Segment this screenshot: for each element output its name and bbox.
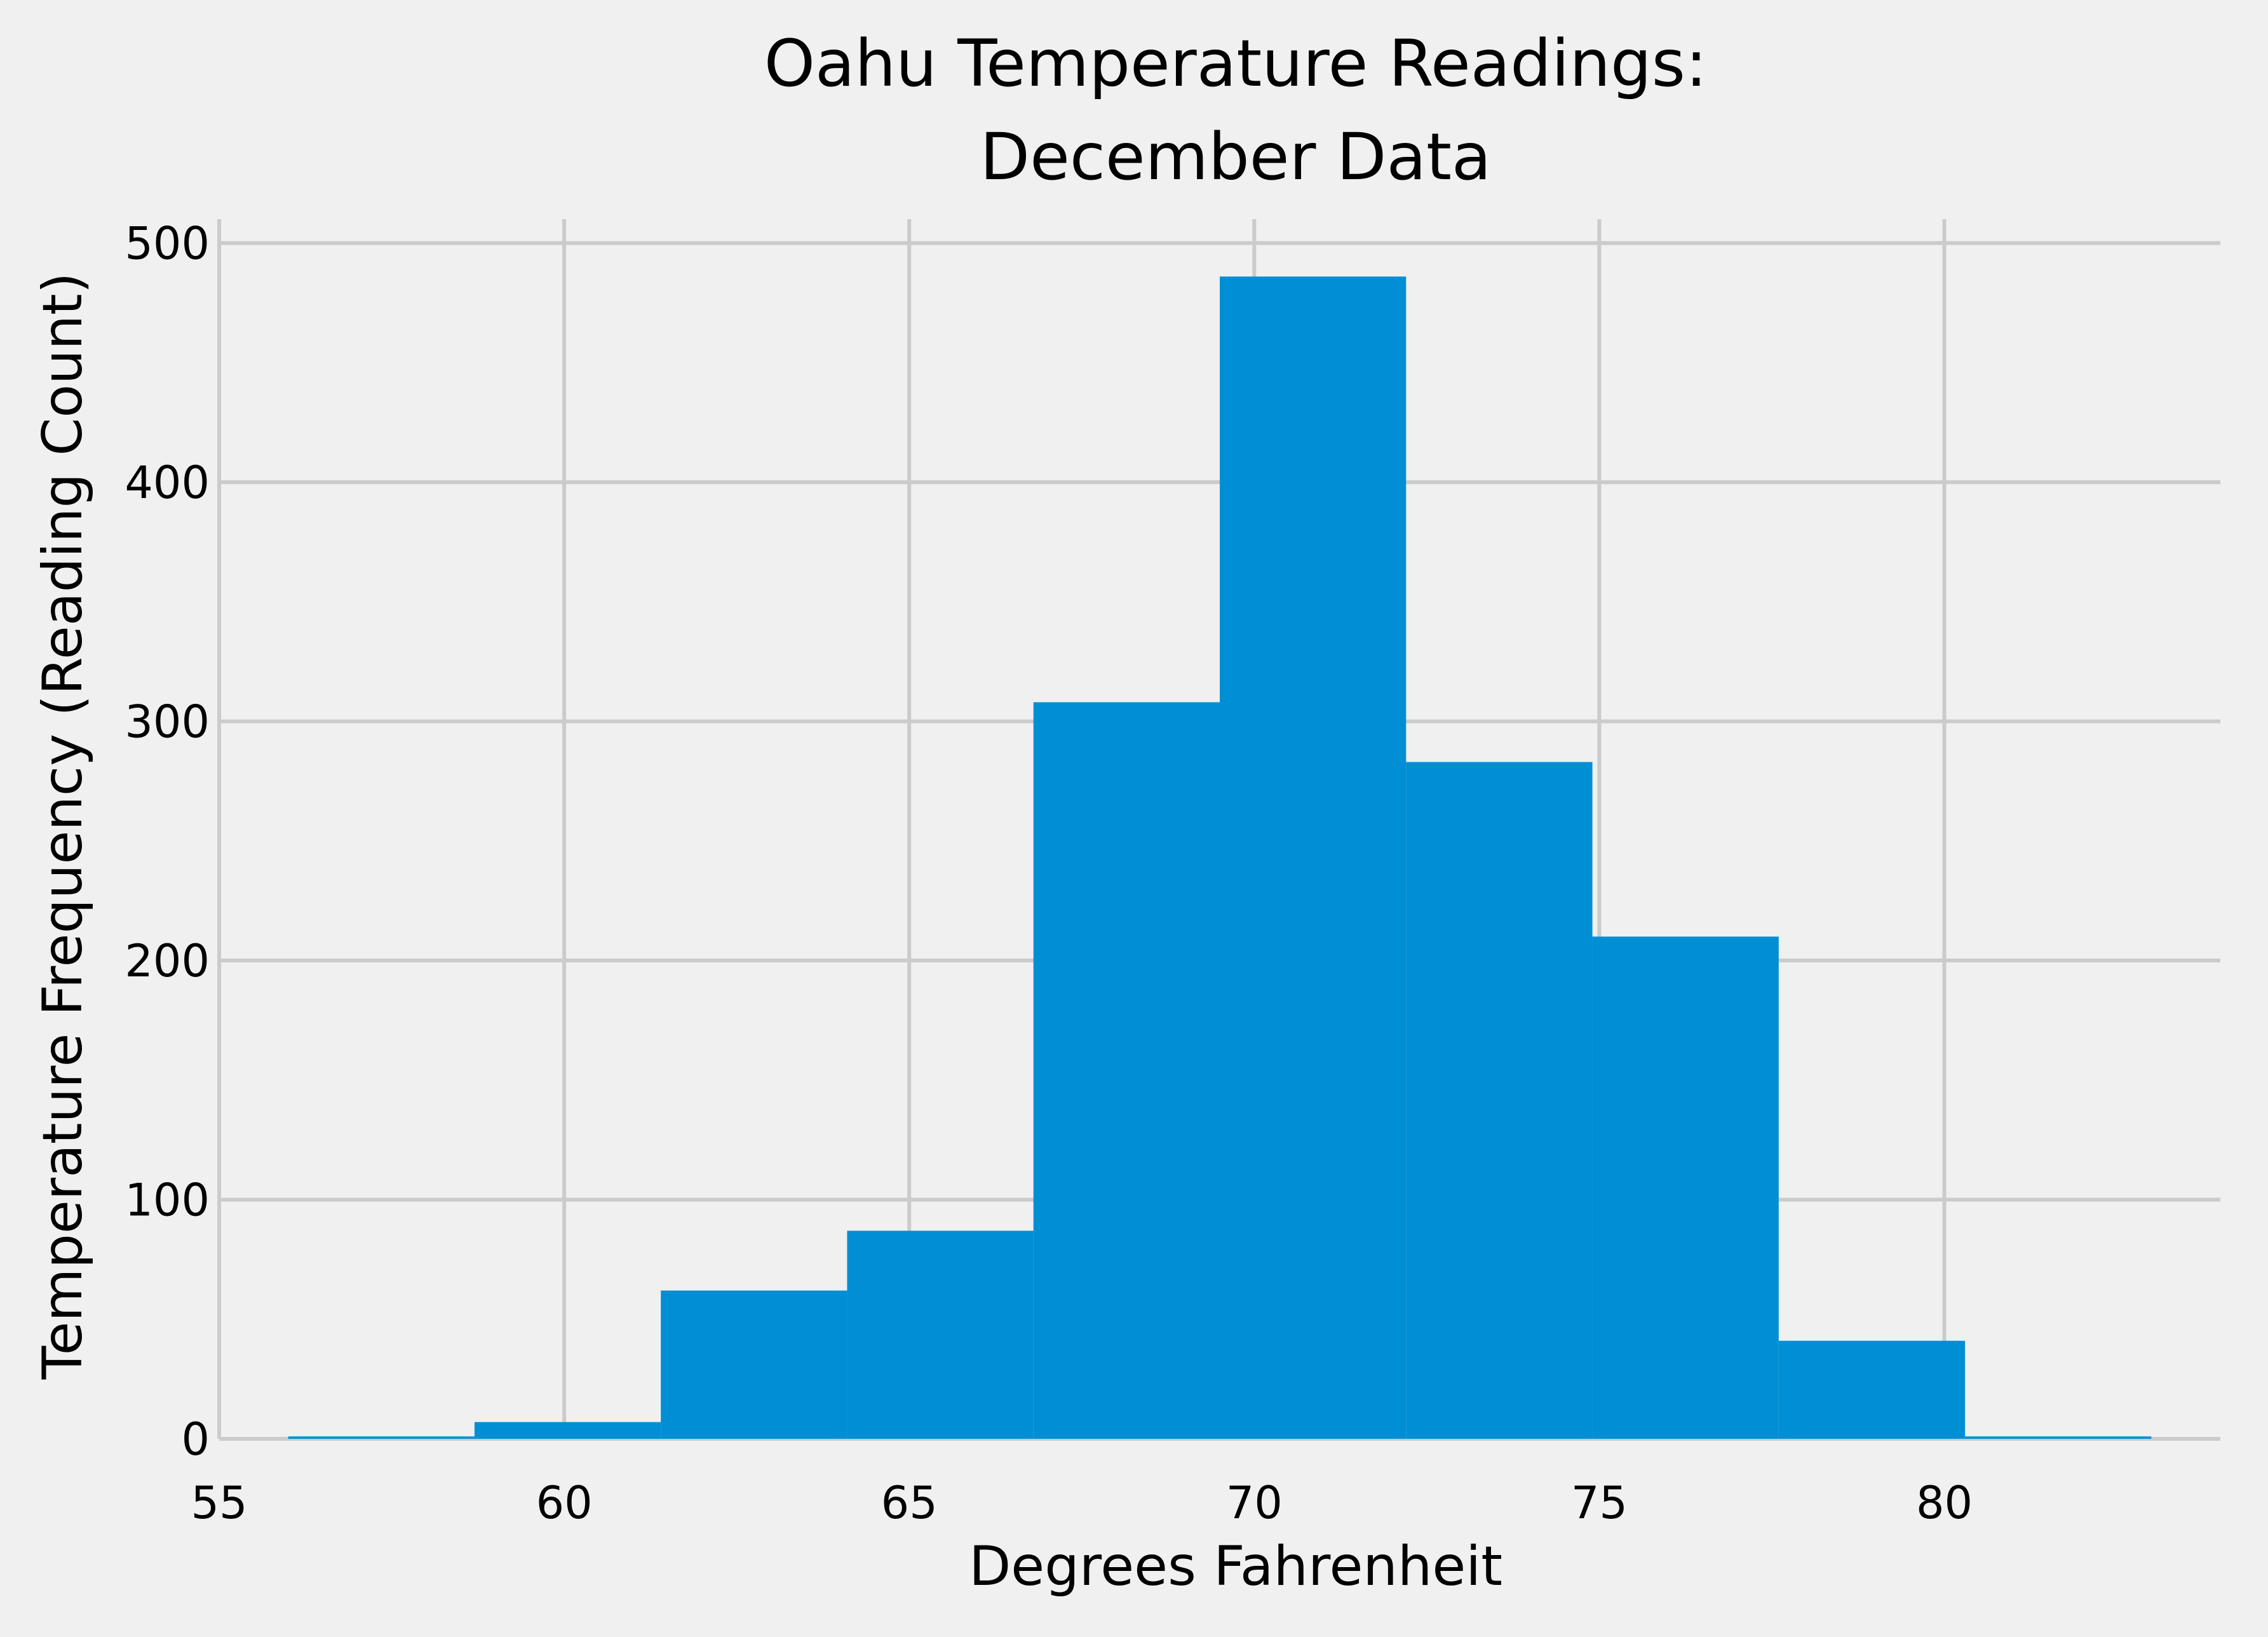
- histogram-bar-2: [661, 1290, 847, 1439]
- y-tick-label-100: 100: [125, 1175, 210, 1227]
- histogram-bar-3: [847, 1230, 1034, 1439]
- x-tick-label-70: 70: [1226, 1477, 1283, 1529]
- y-tick-label-300: 300: [125, 696, 210, 748]
- y-tick-label-0: 0: [181, 1413, 210, 1465]
- histogram-bar-9: [1965, 1436, 2152, 1439]
- histogram-bar-8: [1778, 1340, 1966, 1439]
- x-tick-label-65: 65: [881, 1477, 938, 1529]
- histogram-bar-6: [1406, 762, 1593, 1439]
- histogram-bar-4: [1033, 702, 1220, 1439]
- y-tick-label-500: 500: [125, 218, 210, 270]
- chart-title-line-1: Oahu Temperature Readings:: [764, 26, 1708, 102]
- histogram-bar-1: [474, 1422, 661, 1439]
- y-axis-label: Temperature Frequency (Reading Count): [31, 273, 95, 1380]
- x-tick-label-80: 80: [1916, 1477, 1973, 1529]
- y-tick-label-200: 200: [125, 935, 210, 987]
- x-tick-label-60: 60: [536, 1477, 593, 1529]
- y-tick-labels: 0 100 200 300 400 500: [125, 218, 210, 1465]
- histogram-bar-0: [288, 1436, 475, 1439]
- x-tick-label-55: 55: [191, 1477, 247, 1529]
- histogram-bar-7: [1592, 936, 1779, 1439]
- chart-title-line-2: December Data: [980, 119, 1492, 195]
- histogram-bar-5: [1220, 276, 1407, 1439]
- x-tick-label-75: 75: [1571, 1477, 1628, 1529]
- y-tick-label-400: 400: [125, 457, 210, 509]
- x-axis-label: Degrees Fahrenheit: [969, 1535, 1502, 1598]
- histogram-bars: [288, 276, 2152, 1439]
- x-tick-labels: 55 60 65 70 75 80: [191, 1477, 1973, 1529]
